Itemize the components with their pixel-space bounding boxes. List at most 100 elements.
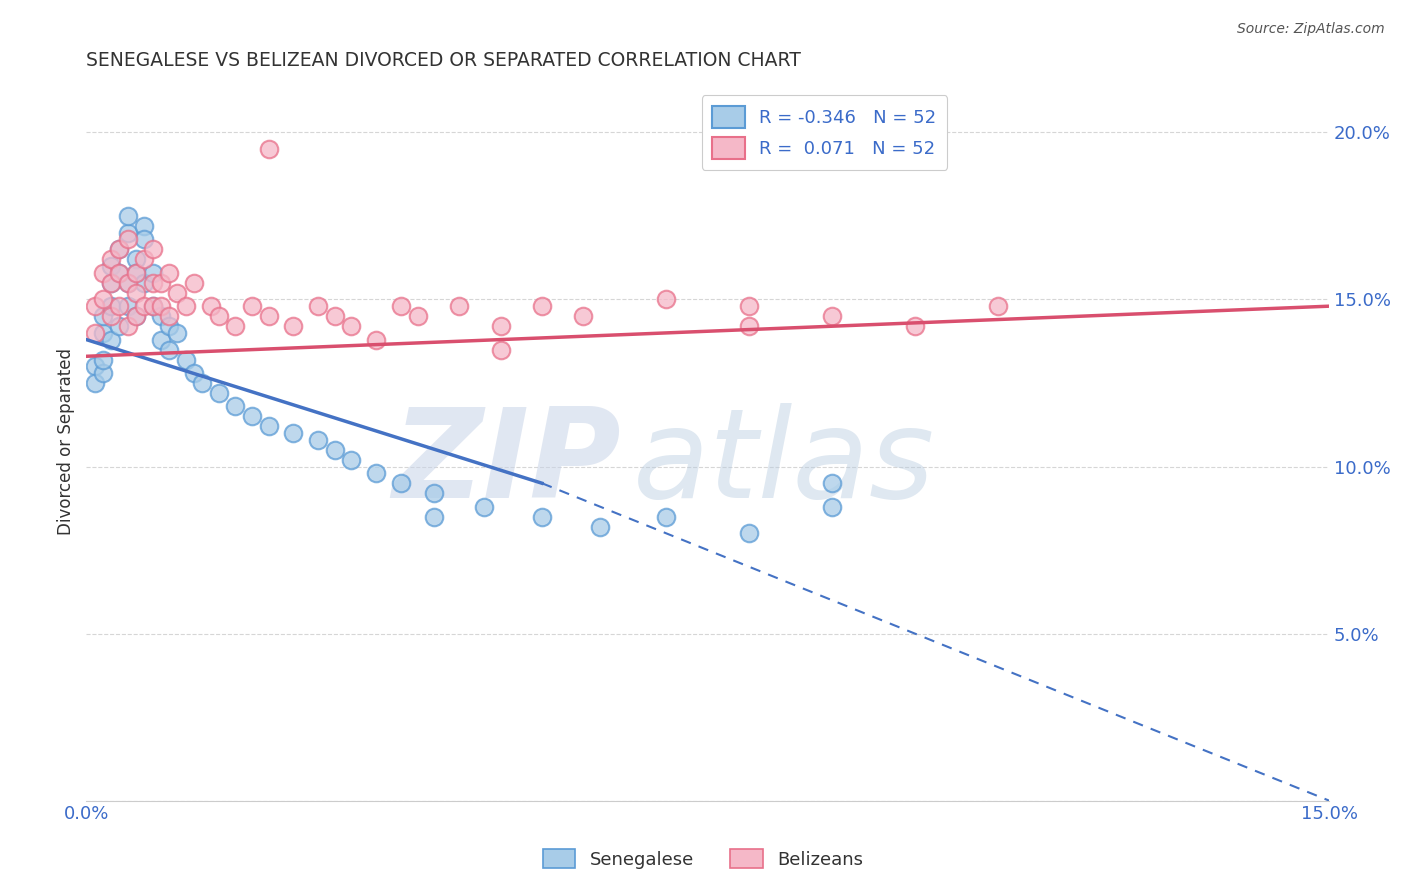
Point (738, 299, 761, 313)
Point (125, 252, 148, 267)
Point (166, 285, 188, 300)
Point (100, 299, 122, 313)
Point (108, 299, 131, 313)
Point (283, 426, 305, 441)
Point (117, 276, 139, 290)
Point (91, 293, 114, 307)
Point (655, 509, 678, 524)
Point (108, 319, 131, 334)
Point (340, 453, 363, 467)
Legend: R = -0.346   N = 52, R =  0.071   N = 52: R = -0.346 N = 52, R = 0.071 N = 52 (702, 95, 948, 169)
Point (366, 333, 388, 347)
Point (224, 319, 246, 334)
Point (91, 326, 114, 340)
Point (117, 299, 139, 313)
Point (100, 276, 122, 290)
Point (125, 309, 148, 323)
Point (183, 366, 205, 380)
Point (108, 243, 131, 257)
Point (149, 333, 172, 347)
Point (125, 285, 148, 300)
Point (83, 326, 105, 340)
Point (174, 352, 197, 367)
Point (149, 299, 172, 313)
Point (134, 219, 156, 233)
Text: Source: ZipAtlas.com: Source: ZipAtlas.com (1237, 22, 1385, 37)
Point (572, 309, 595, 323)
Point (166, 326, 188, 340)
Point (257, 419, 280, 434)
Point (100, 252, 122, 267)
Point (183, 276, 205, 290)
Point (240, 409, 263, 424)
Point (117, 209, 139, 223)
Point (134, 252, 156, 267)
Point (117, 232, 139, 246)
Text: SENEGALESE VS BELIZEAN DIVORCED OR SEPARATED CORRELATION CHART: SENEGALESE VS BELIZEAN DIVORCED OR SEPAR… (86, 51, 801, 70)
Point (142, 299, 165, 313)
Point (149, 276, 172, 290)
Point (283, 319, 305, 334)
Point (125, 309, 148, 323)
Point (738, 526, 761, 541)
Point (134, 299, 156, 313)
Point (208, 309, 231, 323)
Point (530, 299, 553, 313)
Point (125, 266, 148, 280)
Point (117, 276, 139, 290)
Point (489, 319, 512, 334)
Legend: Senegalese, Belizeans: Senegalese, Belizeans (536, 842, 870, 876)
Point (134, 232, 156, 246)
Point (108, 266, 131, 280)
Point (738, 319, 761, 334)
Point (174, 299, 197, 313)
Point (200, 299, 222, 313)
Text: atlas: atlas (633, 402, 935, 524)
Point (91, 309, 114, 323)
Point (389, 476, 412, 491)
Point (257, 142, 280, 156)
Point (125, 266, 148, 280)
Point (240, 299, 263, 313)
Point (589, 519, 612, 533)
Point (83, 299, 105, 313)
Point (100, 259, 122, 273)
Point (340, 319, 363, 334)
Point (406, 309, 429, 323)
Point (117, 226, 139, 240)
Point (157, 343, 180, 357)
Point (117, 319, 139, 334)
Point (821, 476, 844, 491)
Point (987, 299, 1010, 313)
Point (142, 243, 165, 257)
Point (257, 309, 280, 323)
Point (423, 509, 446, 524)
Point (157, 309, 180, 323)
Point (208, 386, 231, 401)
Point (307, 433, 329, 447)
Point (366, 467, 388, 481)
Point (142, 299, 165, 313)
Point (83, 376, 105, 390)
Point (323, 442, 346, 457)
Point (821, 500, 844, 514)
Point (108, 266, 131, 280)
Point (489, 343, 512, 357)
Point (91, 366, 114, 380)
Point (134, 276, 156, 290)
Point (100, 333, 122, 347)
Text: ZIP: ZIP (392, 402, 620, 524)
Y-axis label: Divorced or Separated: Divorced or Separated (58, 348, 75, 535)
Point (423, 486, 446, 500)
Point (91, 352, 114, 367)
Point (83, 359, 105, 374)
Point (149, 309, 172, 323)
Point (307, 299, 329, 313)
Point (108, 243, 131, 257)
Point (142, 266, 165, 280)
Point (821, 309, 844, 323)
Point (91, 266, 114, 280)
Point (100, 309, 122, 323)
Point (472, 500, 495, 514)
Point (142, 276, 165, 290)
